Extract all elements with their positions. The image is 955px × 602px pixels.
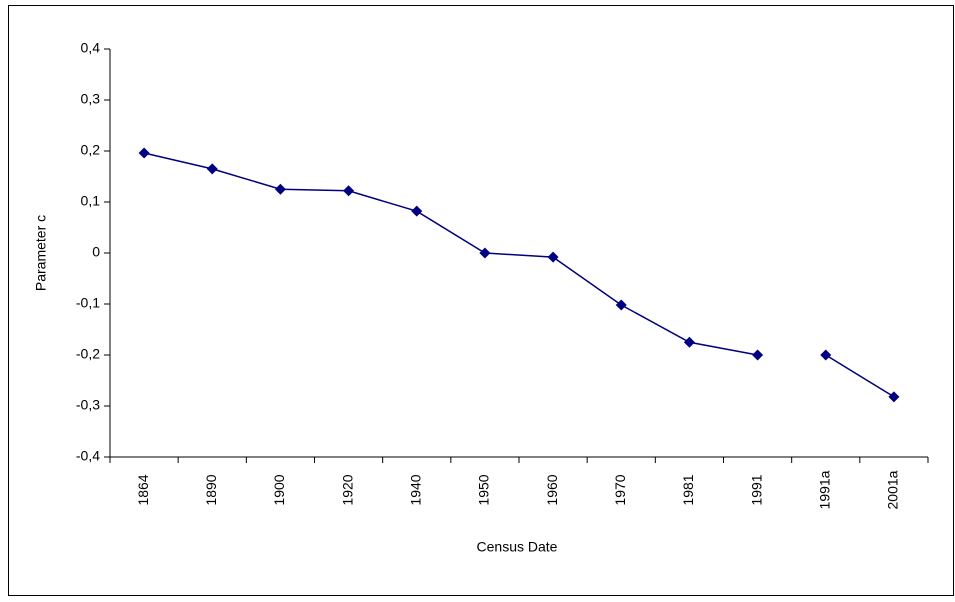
x-tick-label: 2001a [885,470,901,509]
x-tick-label: 1940 [407,474,423,505]
marker [138,147,150,159]
marker [206,163,218,175]
x-axis-title: Census Date [477,539,558,555]
x-tick-label: 1991a [816,470,832,509]
x-tick-label: 1950 [476,474,492,505]
y-axis-title: Parameter c [33,215,49,291]
marker [479,247,491,259]
y-tick-label: 0,1 [81,193,101,209]
y-tick-label: -0,3 [76,397,100,413]
line [825,354,895,398]
marker [752,349,764,361]
y-tick-label: -0,1 [76,295,100,311]
marker [888,391,900,403]
marker [615,299,627,311]
marker [274,183,286,195]
x-tick-label: 1981 [680,474,696,505]
y-tick-label: 0 [92,244,100,260]
x-tick-label: 1960 [544,474,560,505]
line [143,152,758,356]
marker [411,205,423,217]
y-tick-label: -0,2 [76,346,100,362]
marker [343,185,355,197]
y-tick-label: -0,4 [76,448,100,464]
marker [820,349,832,361]
x-tick-label: 1890 [203,474,219,505]
y-tick-label: 0,4 [81,40,101,56]
x-tick-label: 1991 [748,474,764,505]
marker [547,251,559,263]
marker [683,336,695,348]
y-tick-label: 0,2 [81,142,101,158]
chart-frame [8,5,954,596]
y-tick-label: 0,3 [81,91,101,107]
x-tick-label: 1920 [339,474,355,505]
x-tick-label: 1970 [612,474,628,505]
x-tick-label: 1900 [271,474,287,505]
x-tick-label: 1864 [135,474,151,505]
